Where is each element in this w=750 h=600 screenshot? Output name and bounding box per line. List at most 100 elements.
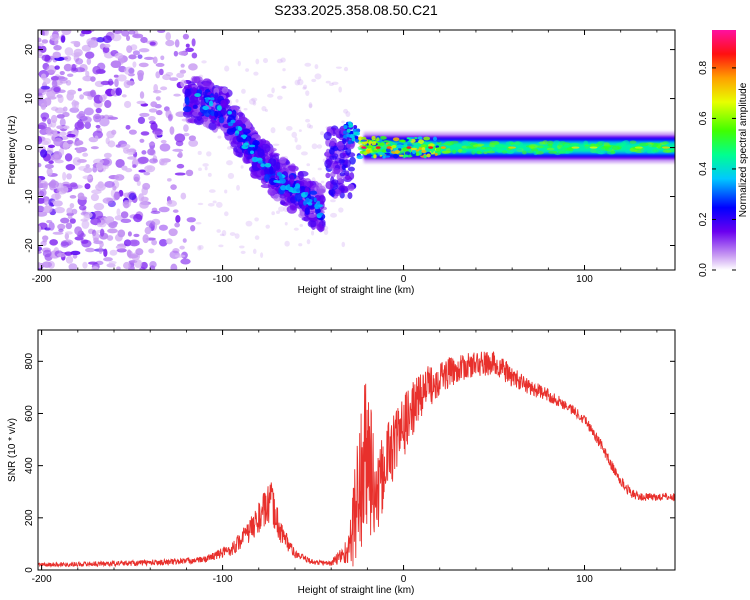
spectrogram-cell xyxy=(188,63,198,71)
spectrogram-cell xyxy=(180,192,187,200)
spectrogram-cell xyxy=(343,66,349,72)
spectrogram-cell xyxy=(76,158,87,163)
spectrogram-cell xyxy=(513,148,523,152)
spectrogram-cell xyxy=(299,224,303,227)
spectrogram-cell xyxy=(38,42,44,47)
spectrogram-cell xyxy=(215,98,220,104)
spectrogram-cell xyxy=(249,150,255,155)
spectrogram-cell xyxy=(546,147,555,151)
spectrogram-cell xyxy=(407,143,412,147)
spectrogram-cell xyxy=(265,224,270,229)
spectrogram-cell xyxy=(202,105,210,111)
spectrogram-cell xyxy=(210,97,215,101)
spectrogram-cell xyxy=(64,47,74,56)
spectrogram-cell xyxy=(46,65,57,74)
x-tick-label: 100 xyxy=(576,574,593,585)
spectrogram-cell xyxy=(264,108,268,112)
x-tick-label: 0 xyxy=(401,274,407,285)
spectrogram-cell xyxy=(142,182,151,190)
spectrogram-cell xyxy=(330,199,336,203)
spectrogram-cell xyxy=(128,129,137,135)
spectrogram-cell xyxy=(112,185,117,191)
spectrogram-cell xyxy=(42,249,52,258)
spectrogram-cell xyxy=(160,158,171,163)
spectrogram-cell xyxy=(88,261,98,265)
spectrogram-cell xyxy=(90,76,96,82)
spectrogram-cell xyxy=(299,199,304,205)
spectrogram-cell xyxy=(182,106,192,113)
spectrogram-cell xyxy=(197,245,202,251)
spectrogram-cell xyxy=(137,54,143,59)
spectrogram-cell xyxy=(449,140,459,144)
spectrogram-cell xyxy=(98,246,103,255)
spectrogram-cell xyxy=(108,222,118,229)
spectrogram-cell xyxy=(90,146,99,150)
spectrogram-cell xyxy=(103,217,114,221)
spectrogram-cell xyxy=(116,266,121,270)
spectrogram-cell xyxy=(155,71,161,79)
spectrogram-cell xyxy=(557,142,565,147)
spectrogram-cell xyxy=(597,141,606,144)
spectrogram-cell xyxy=(65,79,72,86)
spectrogram-cell xyxy=(306,239,311,245)
spectrogram-cell xyxy=(263,168,271,176)
spectrogram-cell xyxy=(38,205,45,213)
spectrogram-cell xyxy=(546,140,554,146)
spectrogram-cell xyxy=(611,145,620,151)
spectrogram-cell xyxy=(185,97,190,106)
spectrogram-cell xyxy=(212,200,217,204)
y-tick-label: 0 xyxy=(24,144,35,150)
spectrogram-cell xyxy=(260,169,265,176)
spectrogram-cell xyxy=(85,70,90,77)
spectrogram-cell xyxy=(43,197,49,206)
spectrogram-cell xyxy=(215,201,223,208)
spectrogram-cell xyxy=(282,85,286,89)
spectrogram-cell xyxy=(251,97,258,102)
spectrogram-cell xyxy=(148,248,155,254)
spectrogram-cell xyxy=(62,106,68,112)
spectrogram-cell xyxy=(349,130,354,135)
spectrogram-cell xyxy=(150,210,161,215)
spectrogram-cell xyxy=(208,189,216,193)
spectrogram-cell xyxy=(202,78,212,87)
spectrogram-cell xyxy=(40,240,47,247)
spectrogram-cell xyxy=(139,112,150,118)
spectrogram-cell xyxy=(207,202,215,207)
spectrogram-cell xyxy=(109,249,118,256)
spectrogram-cell xyxy=(95,124,101,129)
spectrogram-cell xyxy=(57,94,64,104)
spectrogram-cell xyxy=(174,254,186,258)
spectrogram-cell xyxy=(214,110,219,118)
spectrogram-cell xyxy=(227,172,235,179)
spectrogram-cell xyxy=(128,192,137,201)
spectrogram-cell xyxy=(83,213,91,221)
x-tick-label: -100 xyxy=(213,574,233,585)
spectrogram-cell xyxy=(230,119,236,124)
spectrogram-cell xyxy=(294,136,298,143)
spectrogram-cell xyxy=(383,140,389,143)
spectrogram-cell xyxy=(59,70,65,76)
spectrogram-cell xyxy=(308,102,313,109)
spectrogram-cell xyxy=(64,232,70,240)
spectrogram-cell xyxy=(150,101,158,108)
spectrogram-cell xyxy=(103,43,111,49)
spectrogram-cell xyxy=(392,137,400,142)
spectrogram-cell xyxy=(107,78,114,86)
spectrogram-cell xyxy=(182,33,190,40)
spectrogram-cell xyxy=(128,147,136,155)
spectrogram-cell xyxy=(116,208,121,216)
spectrogram-cell xyxy=(145,220,156,227)
spectrogram-cell xyxy=(367,145,374,149)
spectrogram-cell xyxy=(278,206,285,212)
spectrogram-cell xyxy=(589,146,598,149)
spectrogram-cell xyxy=(42,235,49,241)
spectrogram-cell xyxy=(180,63,185,68)
spectrogram-cell xyxy=(51,80,58,88)
spectrogram-cell xyxy=(52,51,62,59)
spectrogram-cell xyxy=(43,77,51,85)
spectrogram-cell xyxy=(144,226,152,235)
spectrogram-cell xyxy=(166,200,178,207)
x-tick-label: -100 xyxy=(213,274,233,285)
spectrogram-cell xyxy=(72,157,82,166)
chart-title: S233.2025.358.08.50.C21 xyxy=(274,2,438,18)
